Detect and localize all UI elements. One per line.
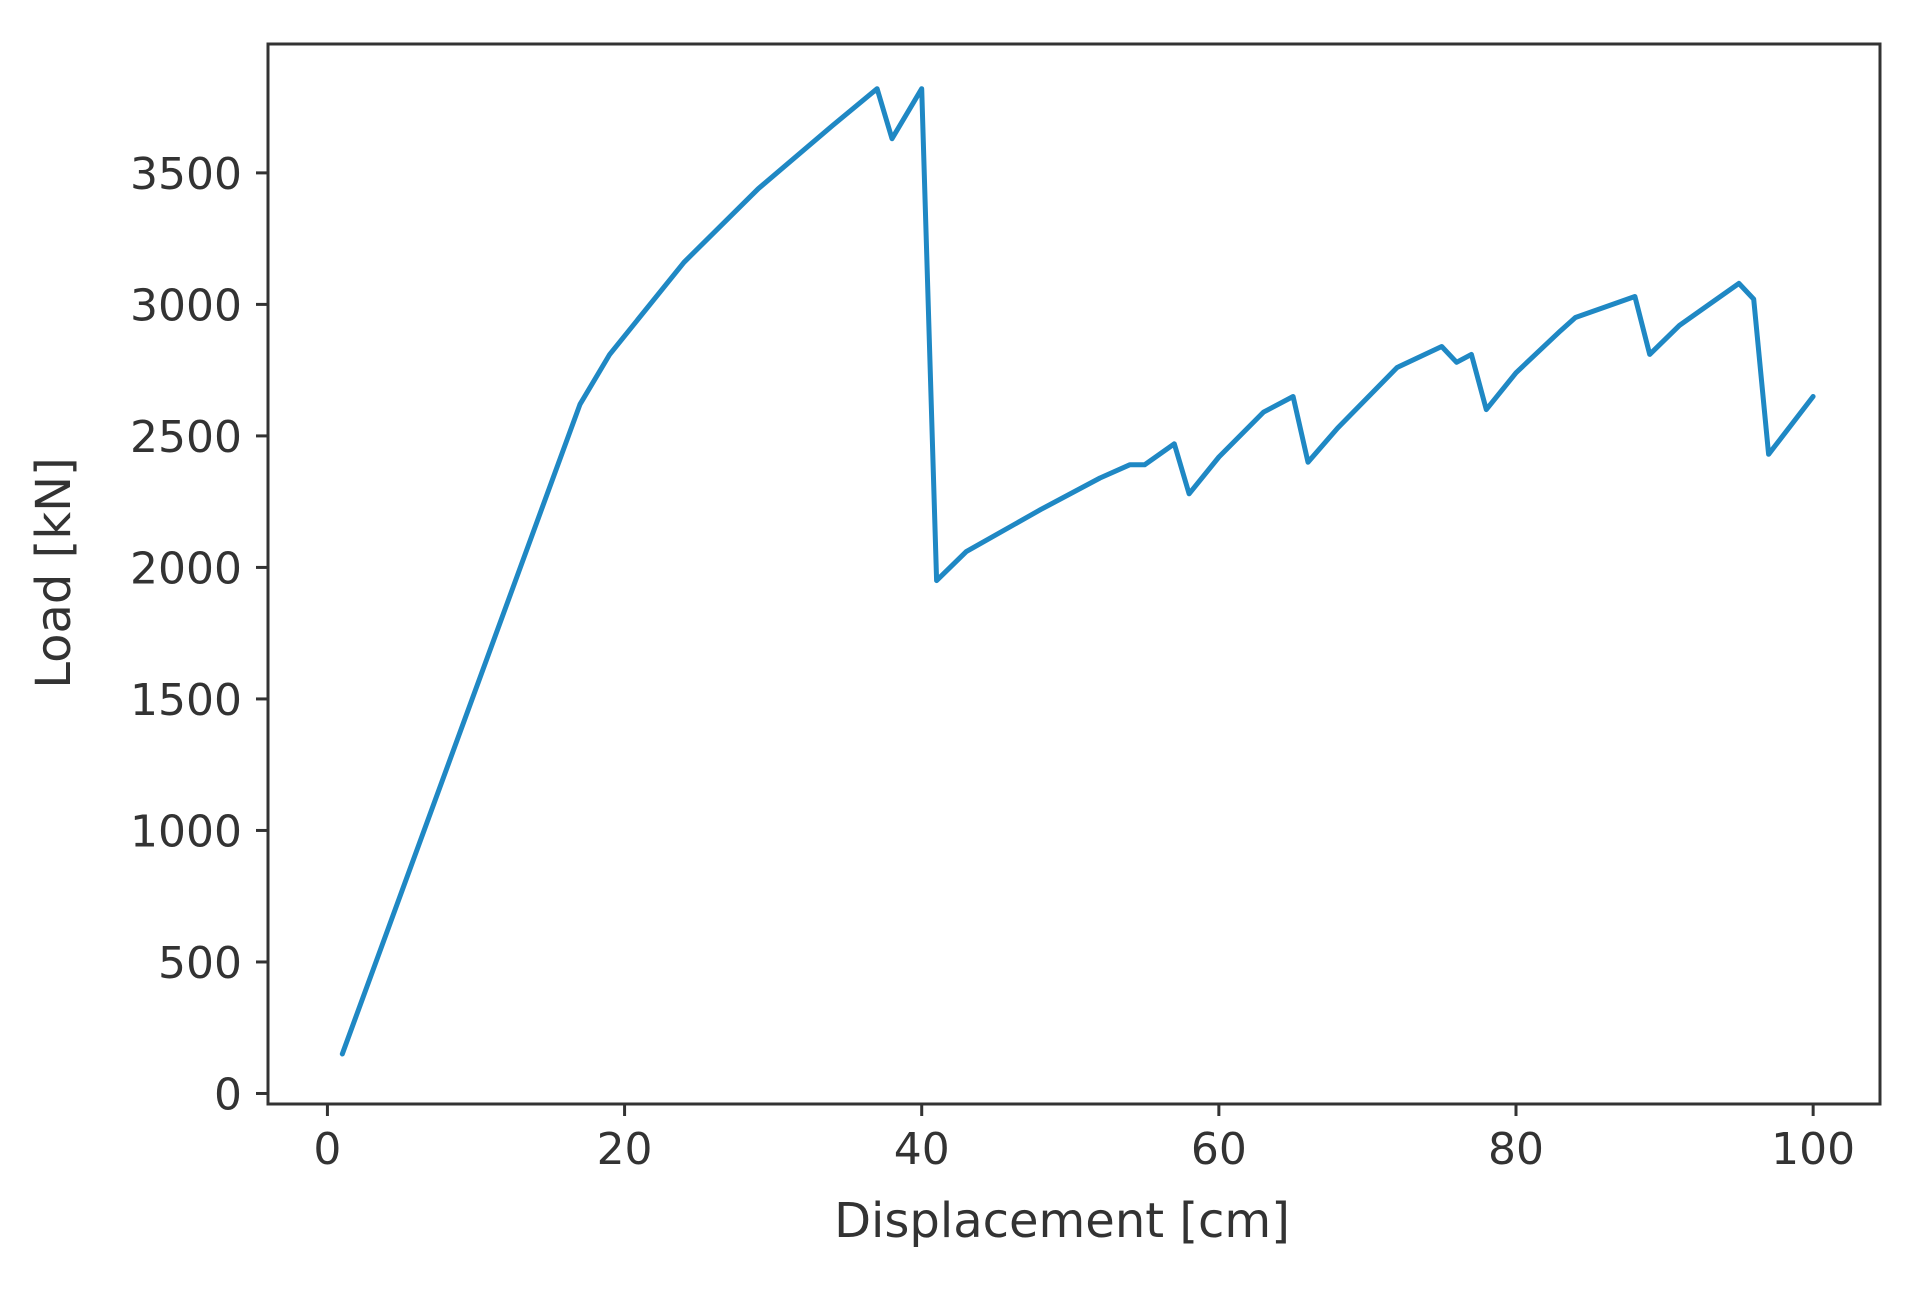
- y-tick-label: 0: [214, 1069, 242, 1120]
- x-tick-label: 20: [597, 1124, 653, 1175]
- plot-border: [266, 42, 1882, 1106]
- data-layer: [339, 86, 1816, 1057]
- x-tick-label: 80: [1488, 1124, 1544, 1175]
- y-tick-label: 2500: [130, 412, 242, 463]
- y-tick-label: 1000: [130, 806, 242, 857]
- x-axis-label: Displacement [cm]: [834, 1193, 1290, 1249]
- y-tick-label: 3500: [130, 149, 242, 200]
- y-axis: 0 500 1000 1500 2000 2500 3000 3500: [130, 149, 268, 1120]
- y-tick-label: 1500: [130, 675, 242, 726]
- x-tick-label: 0: [313, 1124, 341, 1175]
- y-tick-label: 3000: [130, 280, 242, 331]
- y-axis-label: Load [kN]: [26, 457, 82, 689]
- y-tick-label: 2000: [130, 543, 242, 594]
- x-axis: 0 20 40 60 80 100: [313, 1104, 1855, 1175]
- x-tick-label: 60: [1191, 1124, 1247, 1175]
- x-tick-label: 40: [894, 1124, 950, 1175]
- y-tick-label: 500: [158, 938, 242, 989]
- series-line-1: [339, 86, 1816, 1057]
- plot-frame: [266, 42, 1882, 1106]
- x-tick-label: 100: [1771, 1124, 1855, 1175]
